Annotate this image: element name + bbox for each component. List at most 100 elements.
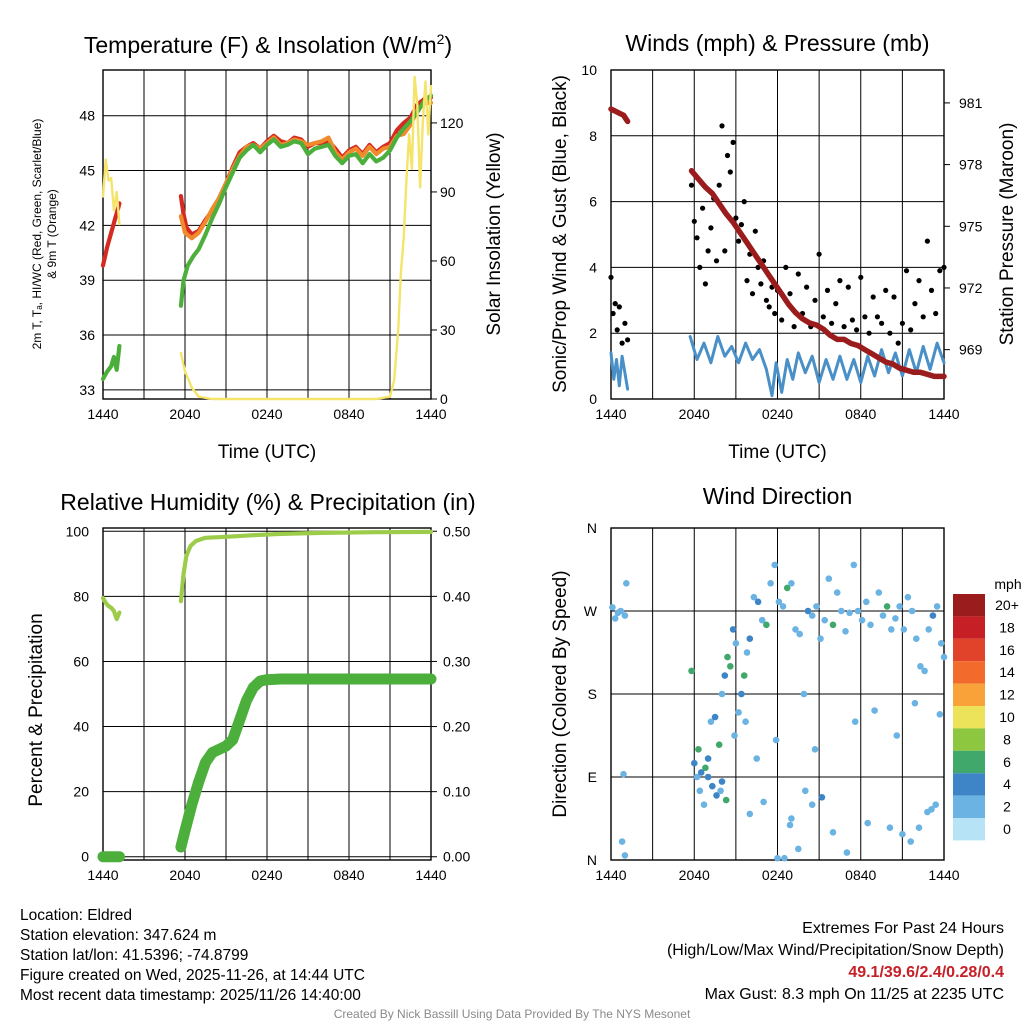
direction-point (621, 612, 629, 619)
gust-point (887, 330, 893, 336)
direction-point (704, 755, 712, 762)
y2-tick-label: 0 (440, 391, 448, 407)
gust-point (795, 271, 801, 277)
legend-label: 2 (1003, 799, 1011, 815)
x-axis-label: Time (UTC) (218, 442, 317, 463)
gust-point (610, 310, 616, 317)
gust-point (937, 268, 943, 274)
direction-point (863, 598, 870, 606)
x-tick-label: 0240 (251, 867, 282, 883)
extremes-values: 49.1/39.6/2.4/0.28/0.4 (848, 964, 1004, 981)
x-tick-label: 0240 (762, 867, 793, 883)
direction-point (817, 635, 824, 642)
direction-point (746, 635, 754, 642)
gust-point (705, 248, 711, 254)
direction-point (693, 773, 701, 781)
direction-point (851, 718, 859, 725)
direction-point (911, 699, 919, 707)
x-tick-label: 1440 (595, 867, 626, 883)
legend-label: 20+ (995, 597, 1019, 613)
gust-point (908, 327, 914, 333)
y-tick-label: 80 (73, 588, 89, 604)
x-tick-label: 0240 (762, 406, 793, 422)
series-td (178, 93, 434, 308)
direction-point (611, 615, 619, 622)
gust-point (895, 340, 901, 346)
legend-label: 8 (1003, 731, 1011, 747)
direction-point (781, 854, 788, 862)
gust-point (849, 317, 856, 323)
legend-label: 14 (999, 664, 1015, 680)
direction-point (821, 616, 828, 624)
direction-point (838, 607, 845, 615)
gust-point (736, 238, 742, 244)
recent-text: Most recent data timestamp: 2025/11/26 1… (20, 987, 361, 1004)
direction-point (804, 607, 812, 615)
gust-point (812, 297, 818, 303)
gust-point (874, 314, 881, 320)
direction-point (936, 711, 944, 718)
y2-tick-label: 60 (440, 253, 456, 269)
series-wind (688, 335, 946, 398)
gust-point (791, 324, 797, 330)
direction-point (783, 584, 791, 592)
direction-point (772, 736, 780, 744)
direction-point (774, 854, 781, 862)
direction-point (800, 690, 808, 698)
legend-swatch (953, 638, 985, 662)
gust-point (933, 310, 939, 317)
legend-swatch (953, 795, 985, 818)
panel-humidity (102, 527, 432, 861)
y-axis-label: Percent & Precipitation (26, 613, 47, 806)
legend-swatch (953, 706, 985, 729)
series-wind (609, 351, 630, 391)
y-tick-label: 60 (73, 653, 89, 669)
x-tick-label: 0840 (845, 867, 876, 883)
direction-point (691, 759, 698, 767)
legend-swatch (953, 661, 985, 684)
direction-point (735, 709, 742, 716)
gust-point (866, 330, 872, 336)
direction-point (715, 741, 723, 748)
y2-tick-label: 0.50 (443, 523, 470, 539)
y-tick-label: 0 (589, 391, 597, 407)
direction-point (718, 690, 726, 698)
gust-point (722, 248, 728, 254)
y-tick-label: 48 (79, 108, 95, 124)
gust-point (697, 264, 703, 270)
y2-tick-label: 0.30 (443, 653, 470, 669)
x-tick-label: 2040 (679, 406, 710, 422)
direction-point (932, 801, 939, 808)
series-solar-insolation (101, 158, 121, 226)
legend-swatch (953, 818, 985, 841)
gust-point (824, 287, 831, 293)
direction-point (854, 607, 862, 615)
series-td (100, 343, 122, 381)
gust-point (924, 238, 931, 244)
gust-point (691, 218, 697, 224)
direction-point (896, 603, 903, 610)
series-pressure (608, 106, 631, 125)
extremes-box: Extremes For Past 24 Hours (High/Low/Max… (667, 918, 1004, 1006)
gust-point (837, 278, 843, 284)
y-tick-label: 36 (79, 327, 95, 343)
direction-point (760, 798, 767, 806)
gust-point (941, 264, 947, 270)
gust-point (854, 327, 860, 333)
direction-point (843, 849, 851, 856)
x-tick-label: 1440 (87, 867, 118, 883)
y-tick-label: 100 (66, 523, 90, 539)
created-text: Figure created on Wed, 2025-11-26, at 14… (20, 967, 365, 984)
series-2m-t (100, 201, 122, 268)
gust-point (616, 304, 622, 310)
elevation-text: Station elevation: 347.624 m (20, 927, 217, 944)
direction-point (904, 593, 912, 601)
direction-point (702, 764, 709, 772)
direction-point (707, 718, 715, 725)
gust-point (879, 320, 885, 326)
gust-point (752, 228, 758, 234)
direction-point (875, 589, 883, 596)
direction-point (771, 561, 778, 569)
legend-label: 12 (999, 687, 1015, 703)
